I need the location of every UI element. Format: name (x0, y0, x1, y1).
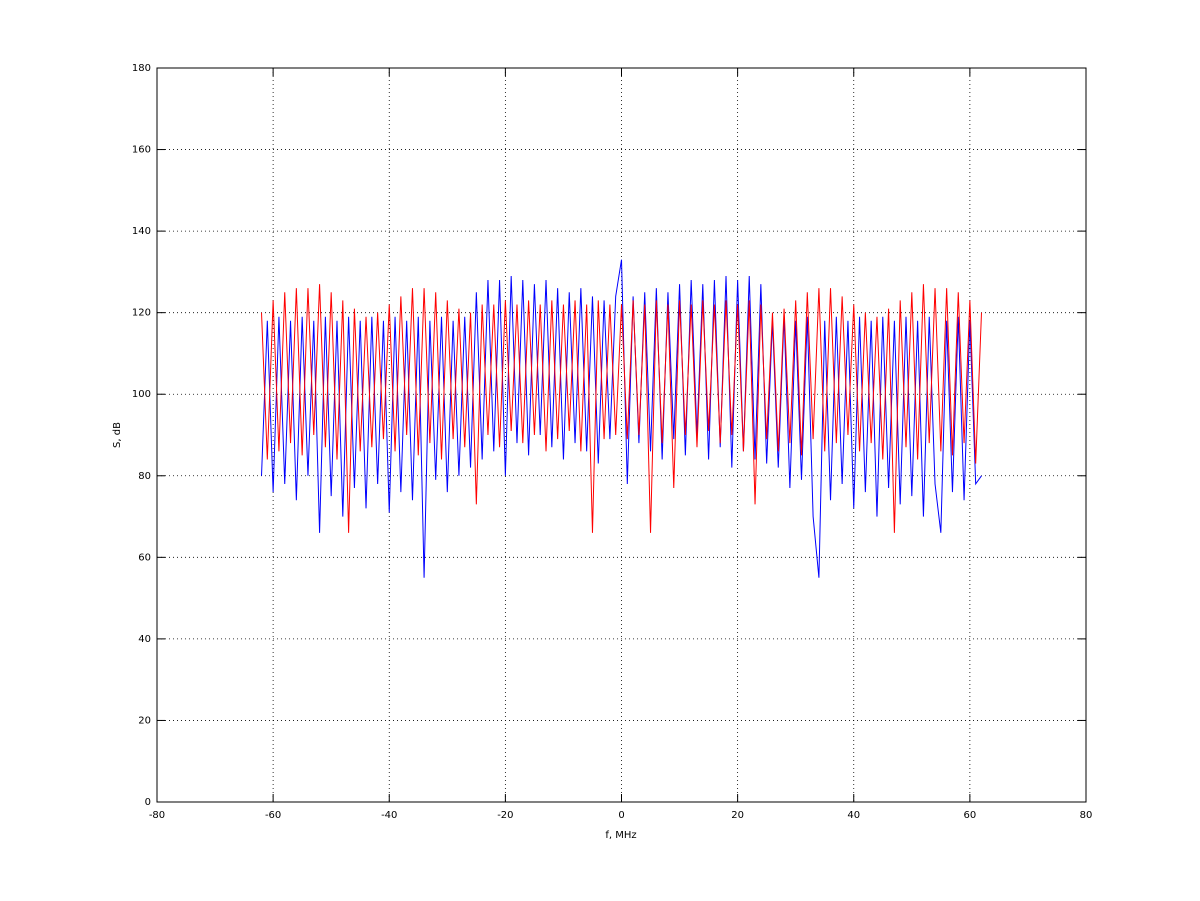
x-tick-label: -20 (497, 810, 513, 821)
plot-frame (156, 67, 1087, 803)
data-line (261, 259, 982, 578)
x-tick-label: -40 (381, 810, 397, 821)
x-tick-label: 80 (1080, 810, 1093, 821)
x-tick-label: -80 (149, 810, 165, 821)
y-tick-label: 140 (132, 226, 151, 237)
x-tick-label: 20 (731, 810, 744, 821)
x-axis-label: f, MHz (605, 830, 636, 841)
y-tick-label: 160 (132, 145, 151, 156)
y-tick-label: 40 (138, 634, 151, 645)
y-tick-label: 0 (145, 797, 151, 808)
x-tick-label: 0 (618, 810, 624, 821)
y-tick-label: 100 (132, 389, 151, 400)
y-tick-label: 180 (132, 63, 151, 74)
y-tick-label: 60 (138, 552, 151, 563)
data-line (261, 284, 982, 533)
y-tick-label: 80 (138, 471, 151, 482)
y-tick-label: 20 (138, 715, 151, 726)
x-tick-label: 60 (964, 810, 977, 821)
x-tick-label: 40 (847, 810, 860, 821)
y-tick-label: 120 (132, 308, 151, 319)
y-axis-label: S, dB (112, 422, 123, 448)
x-tick-label: -60 (265, 810, 281, 821)
